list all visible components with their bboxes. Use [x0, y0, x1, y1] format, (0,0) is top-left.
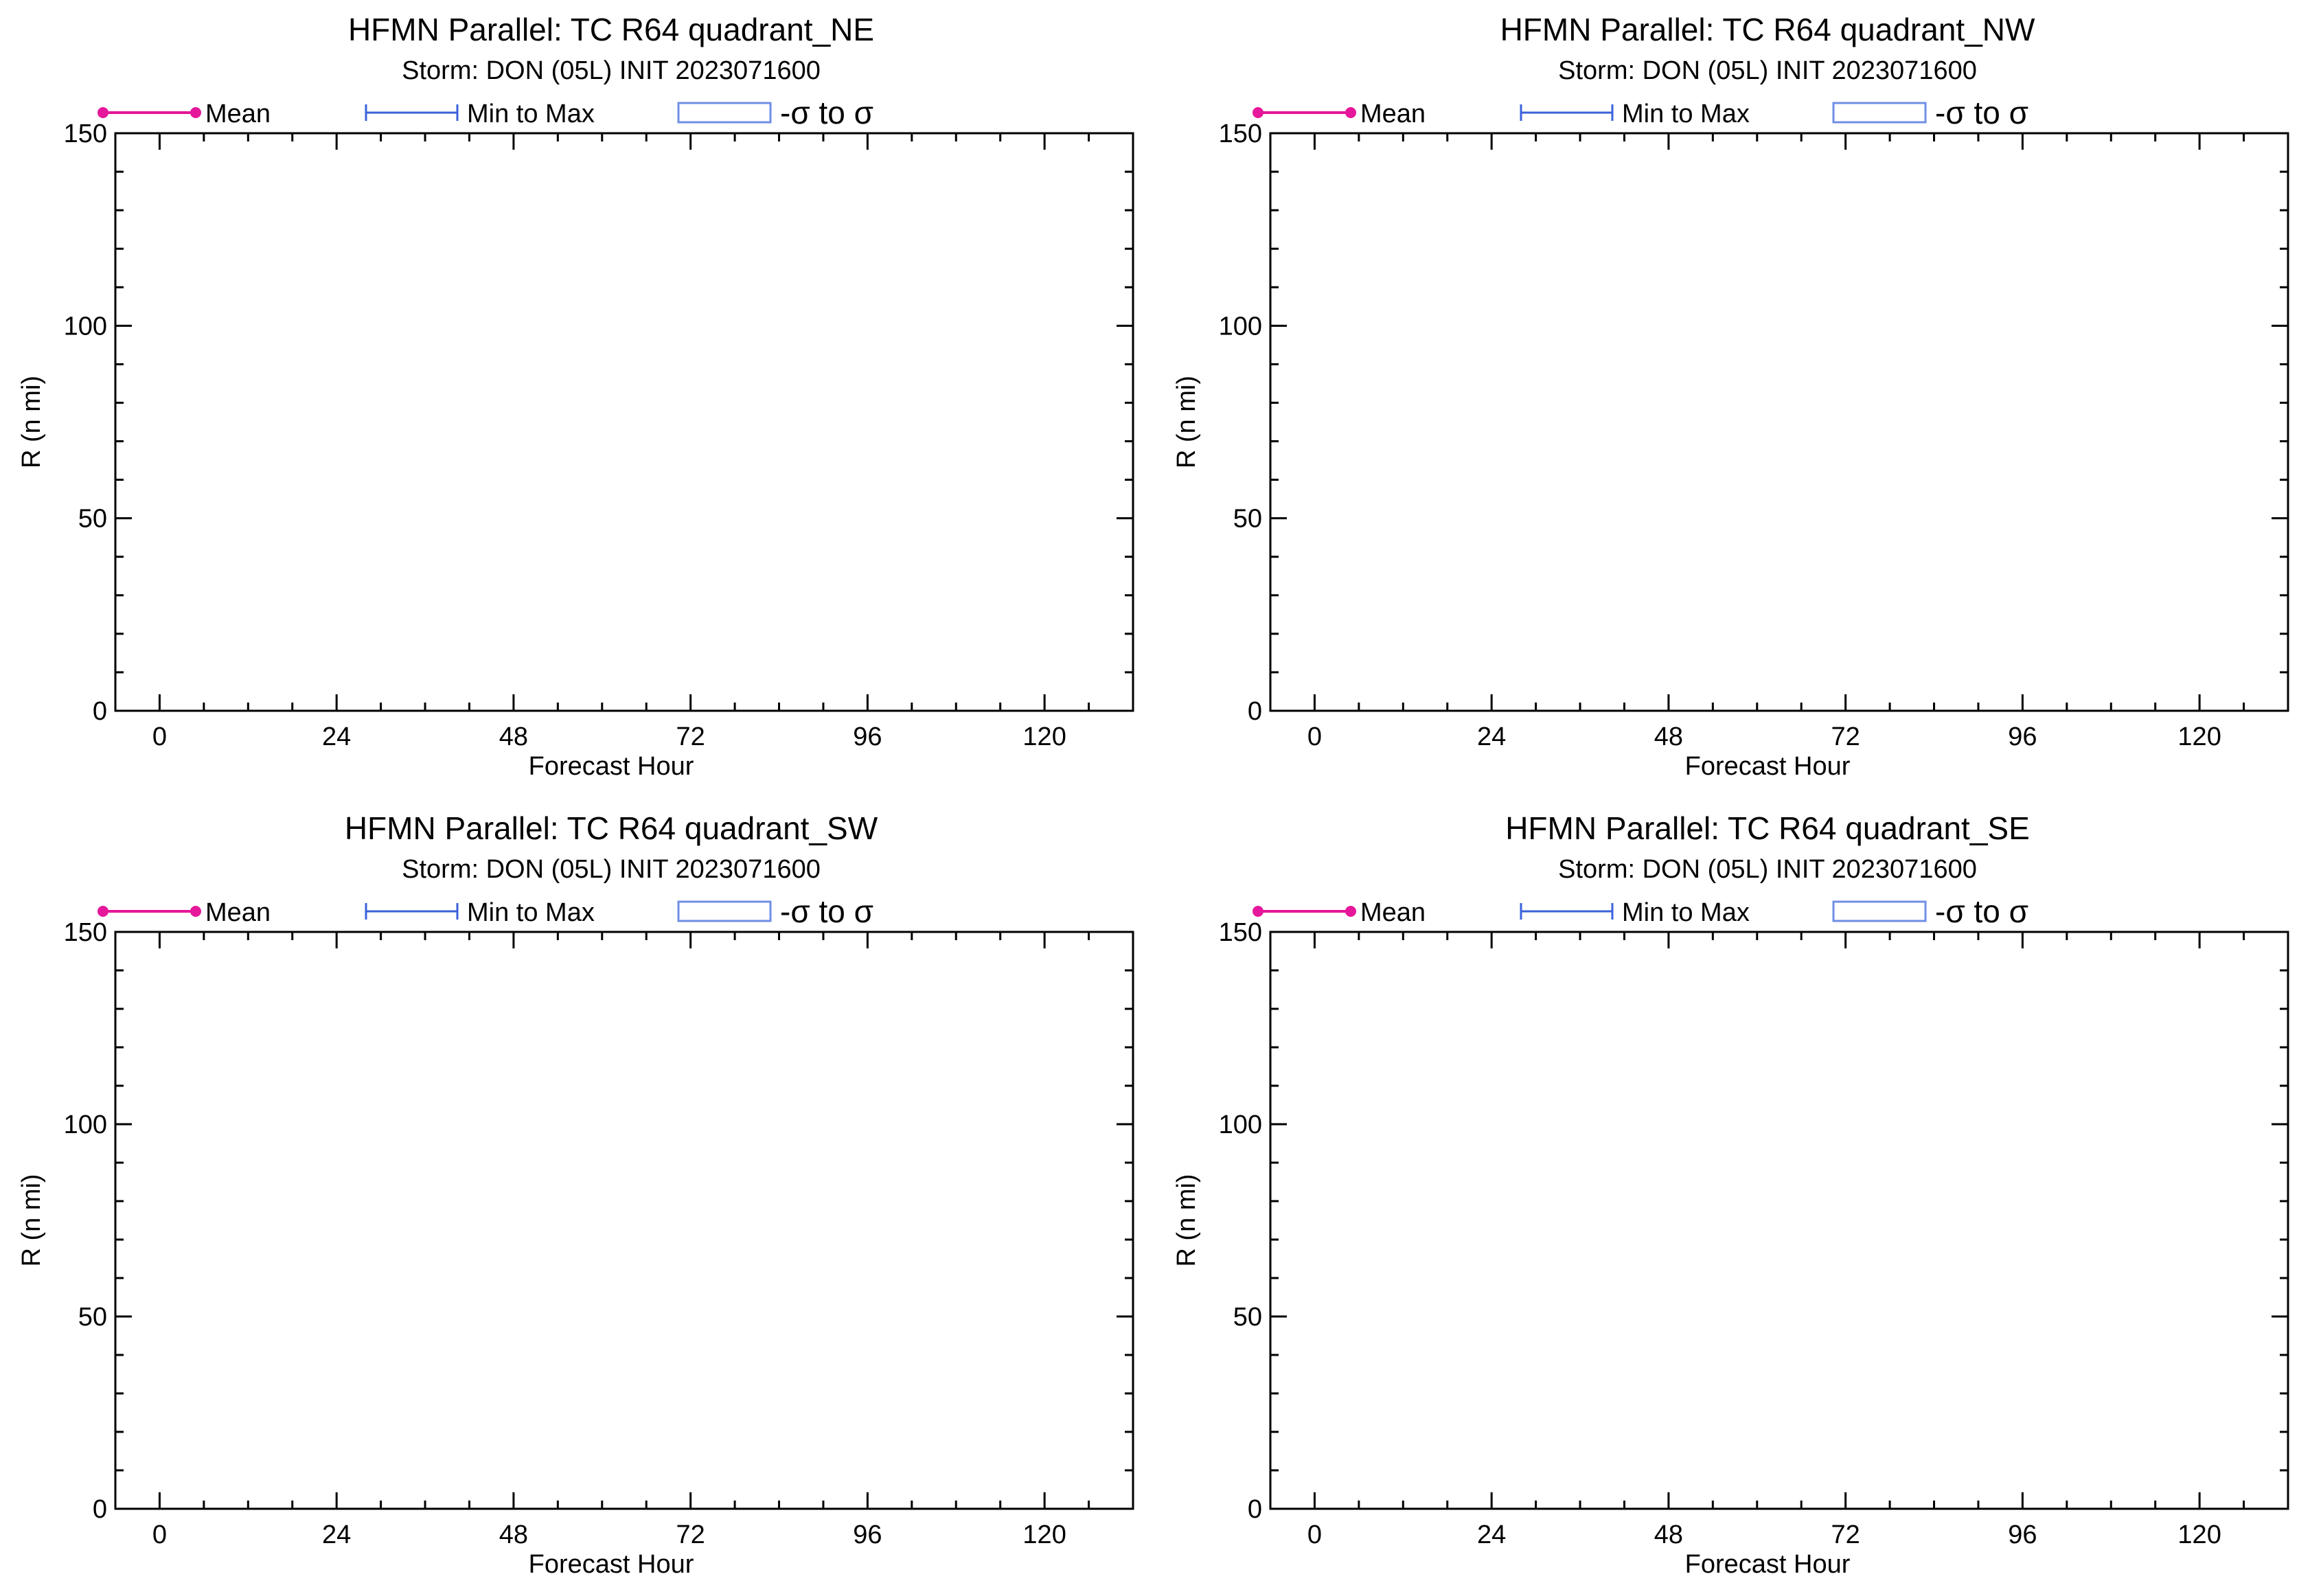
x-tick-label: 72: [1831, 722, 1860, 751]
x-tick-label: 96: [853, 1520, 882, 1549]
chart-title: HFMN Parallel: TC R64 quadrant_SW: [345, 810, 878, 846]
y-axis-label: R (n mi): [1172, 1174, 1201, 1266]
y-tick-label: 50: [1233, 505, 1262, 534]
chart-legend: Mean Min to Max -σ to σ: [1253, 893, 2028, 929]
y-tick-label: 50: [78, 505, 107, 534]
x-tick-label: 0: [1307, 722, 1322, 751]
legend-sigma-label: -σ to σ: [780, 893, 873, 929]
x-tick-label: 24: [322, 1520, 351, 1549]
plot-frame: [114, 931, 1134, 1510]
y-tick-label: 100: [1219, 1110, 1262, 1139]
legend-minmax-label: Min to Max: [1622, 100, 1750, 128]
legend-mean-marker-start: [1253, 107, 1263, 118]
x-tick-label: 0: [1307, 1520, 1322, 1549]
x-tick-label: 0: [152, 722, 167, 751]
y-tick-label: 0: [1248, 1495, 1262, 1524]
x-tick-label: 96: [2008, 1520, 2037, 1549]
x-axis-label: Forecast Hour: [1685, 1550, 1851, 1579]
x-tick-label: 48: [499, 722, 528, 751]
legend-sigma-label: -σ to σ: [1935, 893, 2028, 929]
chart-subtitle: Storm: DON (05L) INIT 2023071600: [1558, 56, 1977, 85]
legend-sigma-box: [677, 102, 772, 124]
x-axis-label: Forecast Hour: [529, 752, 694, 781]
y-axis-label: R (n mi): [17, 1174, 46, 1266]
chart-subtitle: Storm: DON (05L) INIT 2023071600: [402, 56, 821, 85]
y-tick-label: 100: [64, 312, 107, 341]
chart-title: HFMN Parallel: TC R64 quadrant_SE: [1505, 810, 2030, 846]
x-tick-label: 72: [676, 1520, 705, 1549]
x-tick-label: 48: [499, 1520, 528, 1549]
y-tick-label: 100: [1219, 312, 1262, 341]
legend-sigma-box: [677, 900, 772, 922]
chart-panel-1: HFMN Parallel: TC R64 quadrant_NE Storm: …: [17, 12, 1134, 781]
chart-title: HFMN Parallel: TC R64 quadrant_NE: [348, 12, 874, 47]
x-tick-label: 0: [152, 1520, 167, 1549]
chart-panel-4: HFMN Parallel: TC R64 quadrant_SE Storm: …: [1172, 810, 2289, 1579]
x-tick-label: 96: [853, 722, 882, 751]
chart-title: HFMN Parallel: TC R64 quadrant_NW: [1500, 12, 2035, 47]
x-tick-label: 120: [2177, 722, 2221, 751]
chart-subtitle: Storm: DON (05L) INIT 2023071600: [402, 855, 821, 884]
plot-frame: [114, 132, 1134, 712]
legend-mean-label: Mean: [1360, 898, 1426, 927]
chart-legend: Mean Min to Max -σ to σ: [98, 893, 873, 929]
x-tick-label: 120: [1022, 1520, 1066, 1549]
plot-frame: [1269, 132, 2289, 712]
legend-mean-label: Mean: [1360, 100, 1426, 128]
legend-sigma-box: [1832, 102, 1927, 124]
y-tick-label: 150: [1219, 119, 1262, 148]
legend-sigma-label: -σ to σ: [780, 95, 873, 130]
x-tick-label: 24: [1477, 722, 1506, 751]
legend-mean-marker-end: [1345, 906, 1356, 917]
x-tick-label: 48: [1654, 1520, 1683, 1549]
legend-mean-label: Mean: [205, 898, 271, 927]
legend-mean-marker-start: [1253, 906, 1263, 917]
plot-frame: [1269, 931, 2289, 1510]
legend-mean-marker-start: [98, 906, 108, 917]
legend-sigma-label: -σ to σ: [1935, 95, 2028, 130]
x-axis-label: Forecast Hour: [529, 1550, 694, 1579]
x-tick-label: 48: [1654, 722, 1683, 751]
y-tick-label: 0: [93, 697, 107, 726]
legend-minmax-label: Min to Max: [1622, 898, 1750, 927]
x-tick-label: 72: [676, 722, 705, 751]
y-tick-label: 0: [93, 1495, 107, 1524]
chart-panel-2: HFMN Parallel: TC R64 quadrant_NW Storm: …: [1172, 12, 2289, 781]
y-tick-label: 150: [64, 918, 107, 947]
chart-legend: Mean Min to Max -σ to σ: [1253, 95, 2028, 130]
x-tick-label: 96: [2008, 722, 2037, 751]
y-tick-label: 100: [64, 1110, 107, 1139]
y-axis-label: R (n mi): [17, 376, 46, 468]
legend-mean-label: Mean: [205, 100, 271, 128]
legend-mean-marker-end: [190, 906, 201, 917]
x-tick-label: 24: [1477, 1520, 1506, 1549]
x-tick-label: 120: [1022, 722, 1066, 751]
x-tick-label: 120: [2177, 1520, 2221, 1549]
legend-minmax-label: Min to Max: [467, 898, 595, 927]
y-tick-label: 0: [1248, 697, 1262, 726]
y-tick-label: 150: [64, 119, 107, 148]
chart-subtitle: Storm: DON (05L) INIT 2023071600: [1558, 855, 1977, 884]
y-tick-label: 150: [1219, 918, 1262, 947]
x-tick-label: 72: [1831, 1520, 1860, 1549]
y-tick-label: 50: [1233, 1303, 1262, 1332]
legend-mean-marker-end: [1345, 107, 1356, 118]
y-tick-label: 50: [78, 1303, 107, 1332]
legend-sigma-box: [1832, 900, 1927, 922]
y-axis-label: R (n mi): [1172, 376, 1201, 468]
legend-minmax-label: Min to Max: [467, 100, 595, 128]
x-axis-label: Forecast Hour: [1685, 752, 1851, 781]
x-tick-label: 24: [322, 722, 351, 751]
legend-mean-marker-end: [190, 107, 201, 118]
legend-mean-marker-start: [98, 107, 108, 118]
chart-panel-3: HFMN Parallel: TC R64 quadrant_SW Storm: …: [17, 810, 1134, 1579]
chart-legend: Mean Min to Max -σ to σ: [98, 95, 873, 130]
